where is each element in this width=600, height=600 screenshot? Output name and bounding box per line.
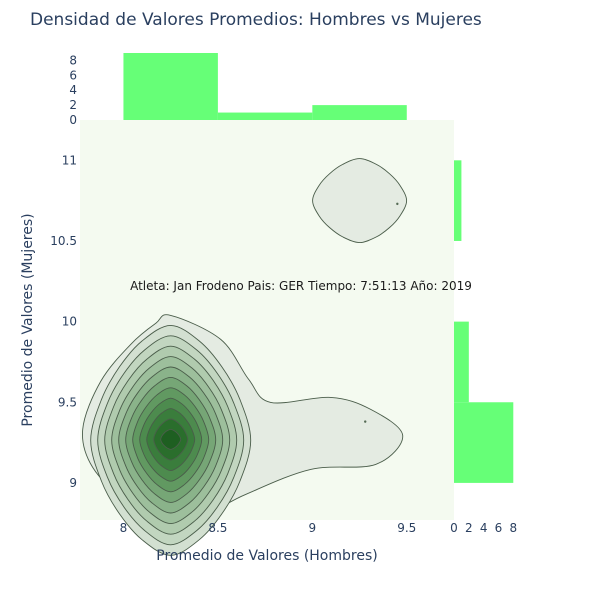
data-points (364, 202, 399, 423)
x-axis-title: Promedio de Valores (Hombres) (156, 548, 377, 564)
x-tick-label: 9 (309, 521, 317, 535)
contour-level (312, 158, 408, 244)
right-histogram-tick-label: 6 (495, 521, 503, 535)
contour-level (160, 428, 182, 450)
data-point (364, 420, 367, 423)
right-histogram-tick-label: 2 (465, 521, 473, 535)
top-histogram-bar (217, 112, 313, 120)
top-histogram-tick-label: 0 (69, 113, 77, 127)
top-histogram-bar (312, 105, 407, 120)
density-contours (81, 158, 408, 556)
right-histogram (454, 160, 514, 483)
x-tick-label: 8.5 (208, 521, 227, 535)
y-tick-label: 10 (62, 315, 77, 329)
y-tick-label: 10.5 (50, 234, 77, 248)
y-tick-label: 9.5 (58, 395, 77, 409)
hover-annotation: Atleta: Jan Frodeno Pais: GER Tiempo: 7:… (130, 279, 472, 293)
x-tick-label: 8 (120, 521, 128, 535)
y-axis-title: Promedio de Valores (Mujeres) (20, 213, 36, 426)
top-histogram-tick-label: 4 (69, 83, 77, 97)
x-axis-ticks: 8 8.5 9 9.5 (120, 521, 417, 535)
top-histogram-tick-label: 2 (69, 98, 77, 112)
right-histogram-bar (454, 160, 462, 241)
right-histogram-tick-label: 0 (450, 521, 458, 535)
y-tick-label: 9 (69, 476, 77, 490)
top-histogram-tick-label: 6 (69, 68, 77, 82)
right-histogram-bar (454, 402, 514, 483)
top-histogram (123, 53, 407, 120)
top-histogram-bar (123, 53, 218, 120)
right-histogram-tick-label: 4 (480, 521, 488, 535)
data-point (396, 202, 399, 206)
y-axis-ticks: 9 9.5 10 10.5 11 (50, 153, 77, 490)
chart-title: Densidad de Valores Promedios: Hombres v… (30, 10, 482, 30)
right-histogram-tick-label: 8 (509, 521, 517, 535)
top-histogram-tick-label: 8 (69, 53, 77, 67)
right-histogram-bar (454, 321, 469, 403)
y-tick-label: 11 (62, 153, 77, 167)
x-tick-label: 9.5 (397, 521, 416, 535)
